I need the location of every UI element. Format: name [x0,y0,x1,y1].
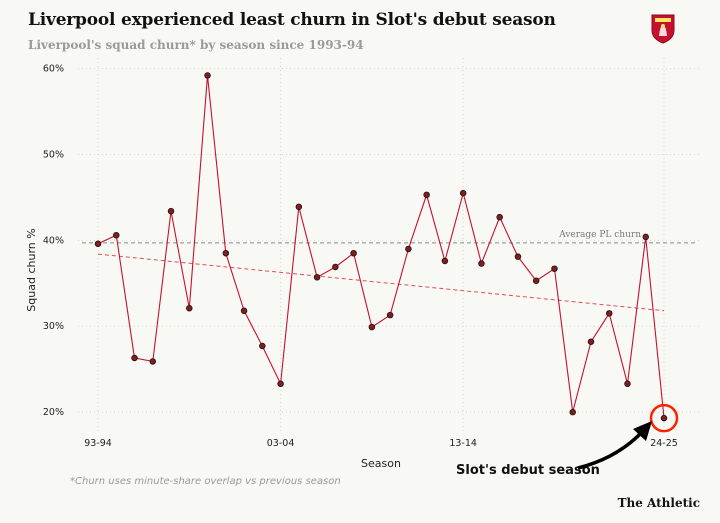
data-point [459,189,467,197]
y-axis-ticks: 20% 30% 40% 50% 60% [43,64,64,419]
callout-arrowhead [633,421,652,441]
data-point [94,240,102,248]
data-point [204,72,211,79]
data-point [514,253,522,260]
data-point [569,408,576,416]
data-points [94,72,668,422]
data-point [551,265,558,272]
data-point [386,311,394,319]
highlight-circle [649,403,679,433]
data-point [642,233,649,241]
footnote: *Churn uses minute-share overlap vs prev… [70,476,341,487]
series-line-group [97,75,665,419]
data-point [149,358,157,365]
average-line-group: Average PL churn [82,230,696,244]
data-point [624,380,631,388]
data-point [332,263,339,271]
data-point [441,257,449,265]
liverpool-crest-icon [651,14,675,44]
data-point [113,231,120,239]
average-line-label: Average PL churn [558,230,641,240]
chart-title: Liverpool experienced least churn in Slo… [28,10,556,30]
data-point [277,380,284,388]
x-tick-label: 03-04 [267,438,295,449]
y-tick-label: 60% [43,64,64,75]
x-tick-label: 93-94 [84,438,112,449]
trend-line [97,253,665,312]
data-point [496,213,503,221]
data-point [405,245,412,253]
x-axis-title: Season [361,457,401,470]
x-tick-label: 24-25 [650,438,678,449]
y-tick-label: 30% [43,321,64,332]
callout-text: Slot's debut season [456,463,600,478]
data-point [313,274,321,281]
y-axis-title: Squad churn % [25,228,38,311]
grid-lines [78,58,700,433]
data-point [240,307,248,315]
x-tick-label: 13-14 [449,438,477,449]
data-point [350,249,357,257]
data-point [587,338,595,345]
data-point [131,354,138,362]
chart-subtitle: Liverpool's squad churn* by season since… [28,38,364,52]
highlight-group [649,403,679,433]
y-tick-label: 50% [43,149,64,160]
x-axis-ticks: 93-94 03-04 13-14 24-25 [84,438,678,449]
trend-line-group [97,253,665,312]
y-tick-label: 40% [43,235,64,246]
data-point [259,342,266,350]
brand-logo: The Athletic [617,496,700,510]
data-point [368,323,376,331]
data-point [660,414,668,422]
data-point [222,249,230,257]
y-tick-label: 20% [43,407,64,418]
data-point [478,260,485,267]
data-point [295,203,303,211]
data-point [423,191,430,199]
series-line [97,75,665,419]
data-point [532,277,540,284]
data-point [167,207,175,215]
data-point [186,304,193,312]
data-point [605,310,613,317]
callout-arrow [577,428,646,470]
